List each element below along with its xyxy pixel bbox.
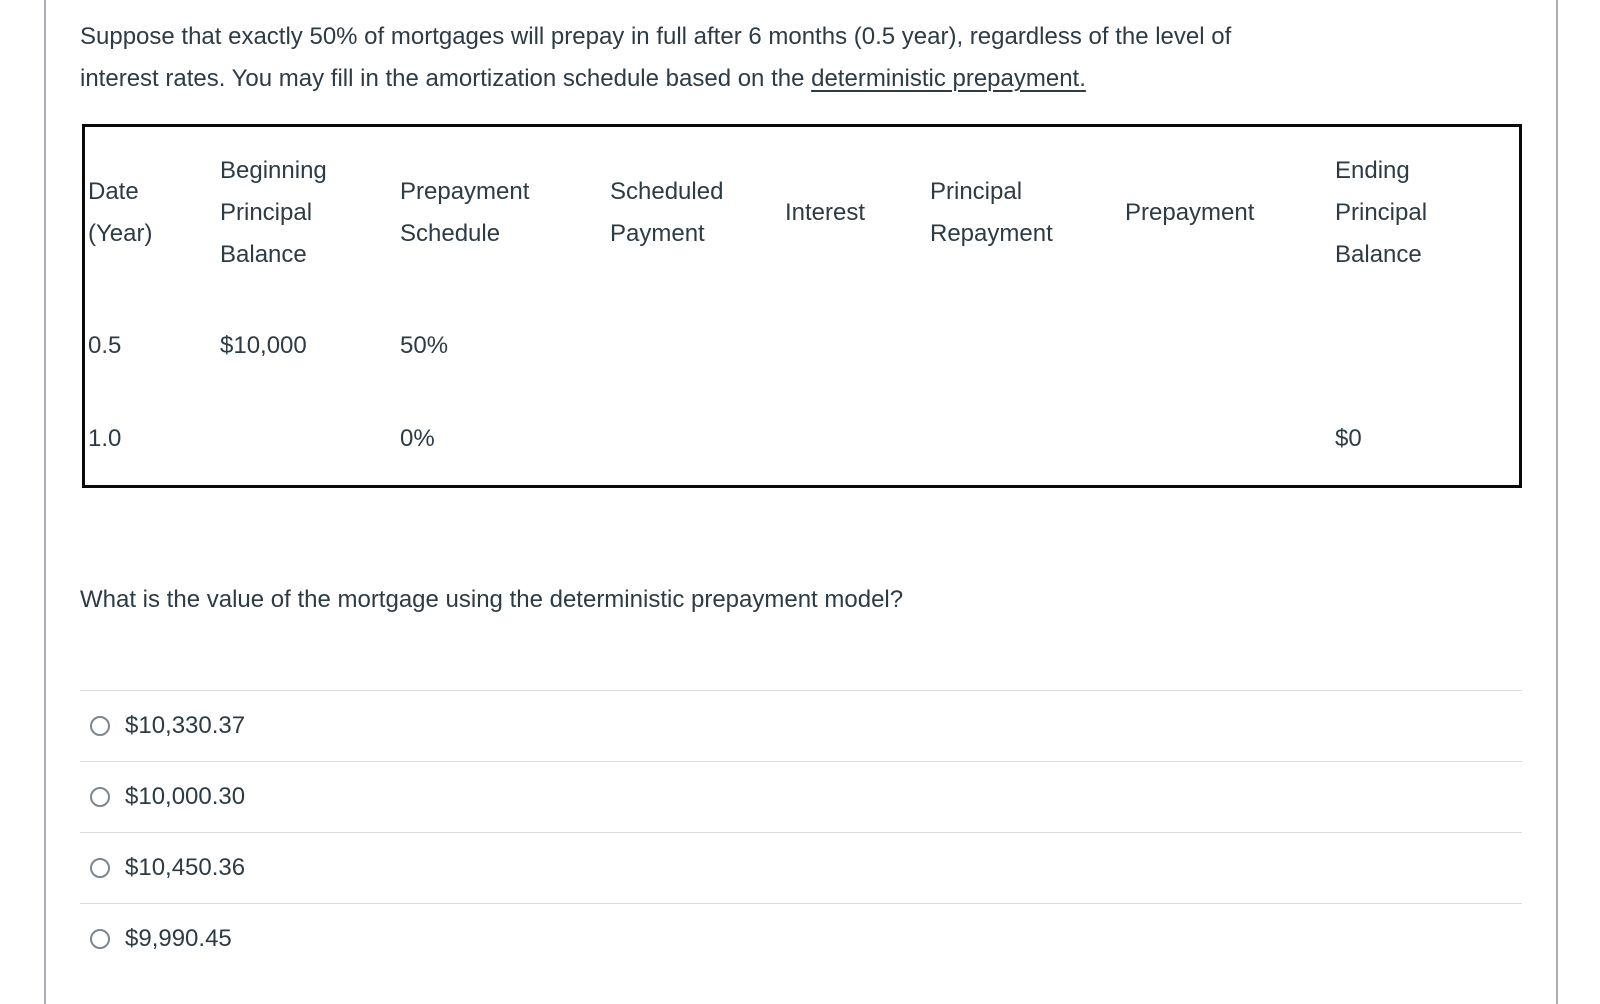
table-cell xyxy=(1113,299,1323,392)
table-cell: 0.5 xyxy=(88,331,122,359)
table-cell: $0 xyxy=(1335,424,1362,452)
answer-label[interactable]: $10,450.36 xyxy=(125,854,246,881)
intro-underlined-phrase: deterministic prepayment. xyxy=(811,65,1086,92)
content-left-border xyxy=(44,0,46,1004)
answer-label[interactable]: $10,330.37 xyxy=(125,712,246,739)
radio-button[interactable] xyxy=(90,858,110,878)
answer-option[interactable]: $10,330.37 xyxy=(80,690,1522,761)
table-cell xyxy=(773,392,918,485)
table-cell xyxy=(1113,392,1323,485)
col-header-beginning-balance: Beginning Principal Balance xyxy=(220,157,327,268)
col-header-interest: Interest xyxy=(785,199,866,226)
radio-button[interactable] xyxy=(90,787,110,807)
table-cell xyxy=(598,299,773,392)
answer-label[interactable]: $10,000.30 xyxy=(125,783,246,810)
intro-text: Suppose that exactly 50% of mortgages wi… xyxy=(80,23,1232,92)
question-prompt: What is the value of the mortgage using … xyxy=(80,586,904,613)
question-intro-paragraph: Suppose that exactly 50% of mortgages wi… xyxy=(80,16,1540,100)
content-right-border xyxy=(1556,0,1558,1004)
table-cell xyxy=(598,392,773,485)
answer-option[interactable]: $9,990.45 xyxy=(80,903,1522,974)
table-cell xyxy=(918,299,1113,392)
amortization-table: Date (Year) Beginning Principal Balance … xyxy=(82,124,1522,488)
table-cell: 0% xyxy=(400,424,435,452)
table-cell xyxy=(208,392,388,485)
table-cell xyxy=(1323,299,1519,392)
table-row: 1.0 0% $0 xyxy=(85,392,1519,485)
table-cell xyxy=(918,392,1113,485)
table-cell xyxy=(773,299,918,392)
col-header-scheduled-payment: Scheduled Payment xyxy=(610,178,724,247)
table-cell: 1.0 xyxy=(88,424,122,452)
col-header-date-year: Date (Year) xyxy=(88,178,153,247)
answer-label[interactable]: $9,990.45 xyxy=(125,925,232,952)
answer-option[interactable]: $10,000.30 xyxy=(80,761,1522,832)
table-header-row: Date (Year) Beginning Principal Balance … xyxy=(85,127,1519,299)
answer-option[interactable]: $10,450.36 xyxy=(80,832,1522,903)
table-cell: 50% xyxy=(400,331,449,359)
col-header-principal-repayment: Principal Repayment xyxy=(930,178,1053,247)
radio-button[interactable] xyxy=(90,929,110,949)
col-header-prepayment: Prepayment xyxy=(1125,199,1255,226)
radio-button[interactable] xyxy=(90,716,110,736)
table-cell: $10,000 xyxy=(220,331,307,359)
col-header-prepayment-schedule: Prepayment Schedule xyxy=(400,178,530,247)
table-row: 0.5 $10,000 50% xyxy=(85,299,1519,392)
answer-options-list: $10,330.37 $10,000.30 $10,450.36 $9,990.… xyxy=(80,690,1522,974)
col-header-ending-balance: Ending Principal Balance xyxy=(1335,157,1428,268)
